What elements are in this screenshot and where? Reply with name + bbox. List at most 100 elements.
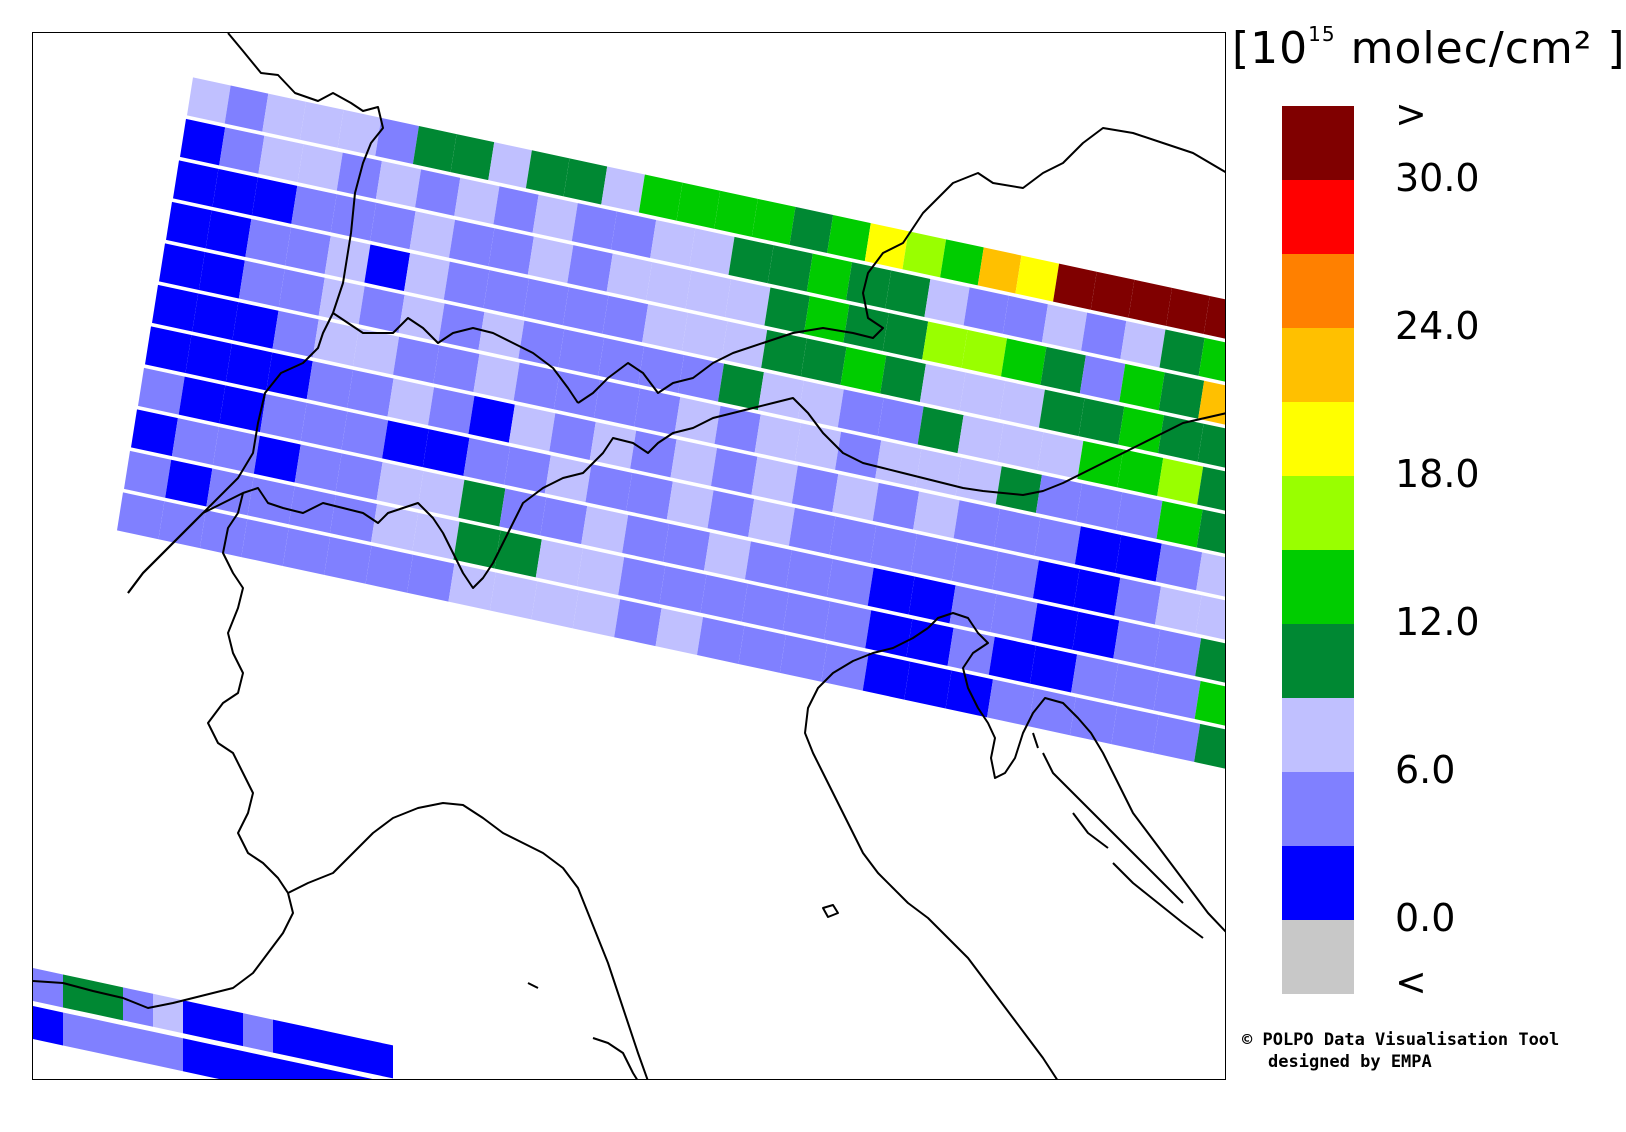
swath-pixel: [363, 1038, 393, 1079]
swath-pixel: [365, 545, 413, 593]
swath-pixel: [335, 453, 383, 501]
swath-pixel: [977, 247, 1022, 294]
swath-pixel: [707, 490, 755, 538]
swath-pixel: [219, 385, 267, 433]
swath-pixel: [638, 174, 683, 221]
coast-liguria-tuscany: [287, 802, 649, 1079]
swath-pixel: [961, 329, 1007, 377]
swath-pixel: [450, 134, 495, 181]
swath-pixel: [363, 1076, 373, 1079]
swath-pixel: [245, 218, 292, 266]
swath-pixel: [409, 211, 455, 258]
swath-pixel: [238, 260, 285, 308]
coast-corsica: [527, 982, 638, 1079]
swath-pixel: [152, 284, 199, 332]
swath-pixel: [1203, 295, 1225, 339]
swath-pixel: [131, 409, 178, 457]
swath-pixel: [93, 1018, 123, 1059]
swath-pixel: [544, 455, 592, 503]
swath-pixel: [906, 619, 954, 666]
swath-pixel: [655, 608, 703, 656]
swath-pixel: [63, 1012, 93, 1052]
swath-pixel: [646, 262, 692, 309]
swath-pixel: [153, 1031, 183, 1072]
swath-pixel: [826, 558, 874, 606]
swath-pixel: [877, 397, 924, 445]
swath-pixel: [800, 338, 847, 385]
border-alps-east: [577, 127, 1225, 404]
swath-pixel: [483, 270, 530, 317]
swath-pixel: [744, 541, 792, 589]
swath-pixel: [767, 245, 813, 292]
swath-pixel: [806, 253, 853, 301]
swath-pixel: [540, 497, 588, 545]
swath-pixel: [714, 405, 761, 453]
swath-pixel: [788, 507, 836, 555]
swath-pixel: [493, 186, 539, 233]
swath-pixel: [438, 303, 485, 351]
units-exponent: 15: [1308, 22, 1336, 46]
colorbar-tick-18: 18.0: [1395, 452, 1480, 496]
swath-pixel: [489, 572, 538, 620]
swath-pixel: [1195, 595, 1225, 640]
swath-pixel: [375, 161, 422, 208]
swath-pixel: [180, 118, 226, 166]
country-borders: [33, 33, 1225, 1079]
colorbar-units-label: [1015 molec/cm² ]: [1232, 22, 1626, 74]
swath-pixel: [1198, 380, 1225, 425]
colorbar-swatch: [1282, 772, 1354, 846]
swath-pixel: [725, 279, 771, 326]
swath-pixel: [393, 336, 440, 384]
swath-pixel: [123, 1025, 153, 1065]
swath-pixel: [499, 488, 547, 536]
swath-pixel: [443, 261, 490, 309]
coast-istria-croatia: [927, 612, 1225, 933]
swath-pixel: [297, 144, 343, 191]
swath-pixel: [789, 206, 834, 254]
swath-pixel: [463, 437, 511, 485]
swath-pixel: [205, 210, 252, 257]
swath-pixel: [994, 508, 1041, 556]
swath-pixel: [433, 345, 480, 392]
swath-pixel: [473, 353, 520, 401]
swath-pixel: [158, 501, 206, 549]
swath-pixel: [285, 227, 331, 275]
swath-pixel: [1069, 697, 1118, 745]
swath-pixel: [1040, 346, 1086, 394]
swath-pixel: [1001, 338, 1047, 385]
swath-pixel: [1115, 534, 1162, 582]
swath-pixel: [714, 190, 758, 237]
swath-pixel: [754, 414, 801, 462]
swath-pixel: [513, 362, 560, 410]
swath-pixel: [532, 194, 578, 242]
swath-pixel: [945, 670, 993, 718]
swath-pixel: [992, 551, 1039, 599]
swath-pixel: [751, 198, 796, 245]
swath-pixel: [618, 557, 666, 604]
swath-pixel: [1154, 629, 1202, 677]
swath-pixel: [370, 202, 416, 250]
swath-pixel: [1157, 457, 1204, 505]
swath-pixel: [803, 296, 850, 343]
colorbar-swatch: [1282, 550, 1354, 624]
colorbar-swatch: [1282, 180, 1354, 254]
swath-pixel: [650, 219, 696, 267]
swath-pixel: [875, 440, 922, 488]
swath-pixel: [882, 312, 929, 360]
swath-pixel: [1090, 271, 1135, 318]
swath-pixel: [213, 1044, 243, 1079]
swath-pixel: [642, 304, 688, 351]
swath-pixel: [291, 185, 337, 233]
swath-pixel: [761, 329, 807, 377]
swath-pixel: [258, 135, 304, 183]
swath-pixel: [247, 477, 295, 525]
swath-pixel: [563, 158, 608, 205]
swath-pixel: [33, 1006, 63, 1046]
swath-pixel: [585, 464, 633, 511]
swath-pixel: [262, 93, 306, 140]
swath-pixel: [1119, 363, 1165, 411]
swath-pixel: [987, 679, 1035, 727]
swath-pixel: [318, 277, 365, 325]
swath-pixel: [398, 294, 445, 342]
swath-pixel: [1114, 577, 1161, 625]
